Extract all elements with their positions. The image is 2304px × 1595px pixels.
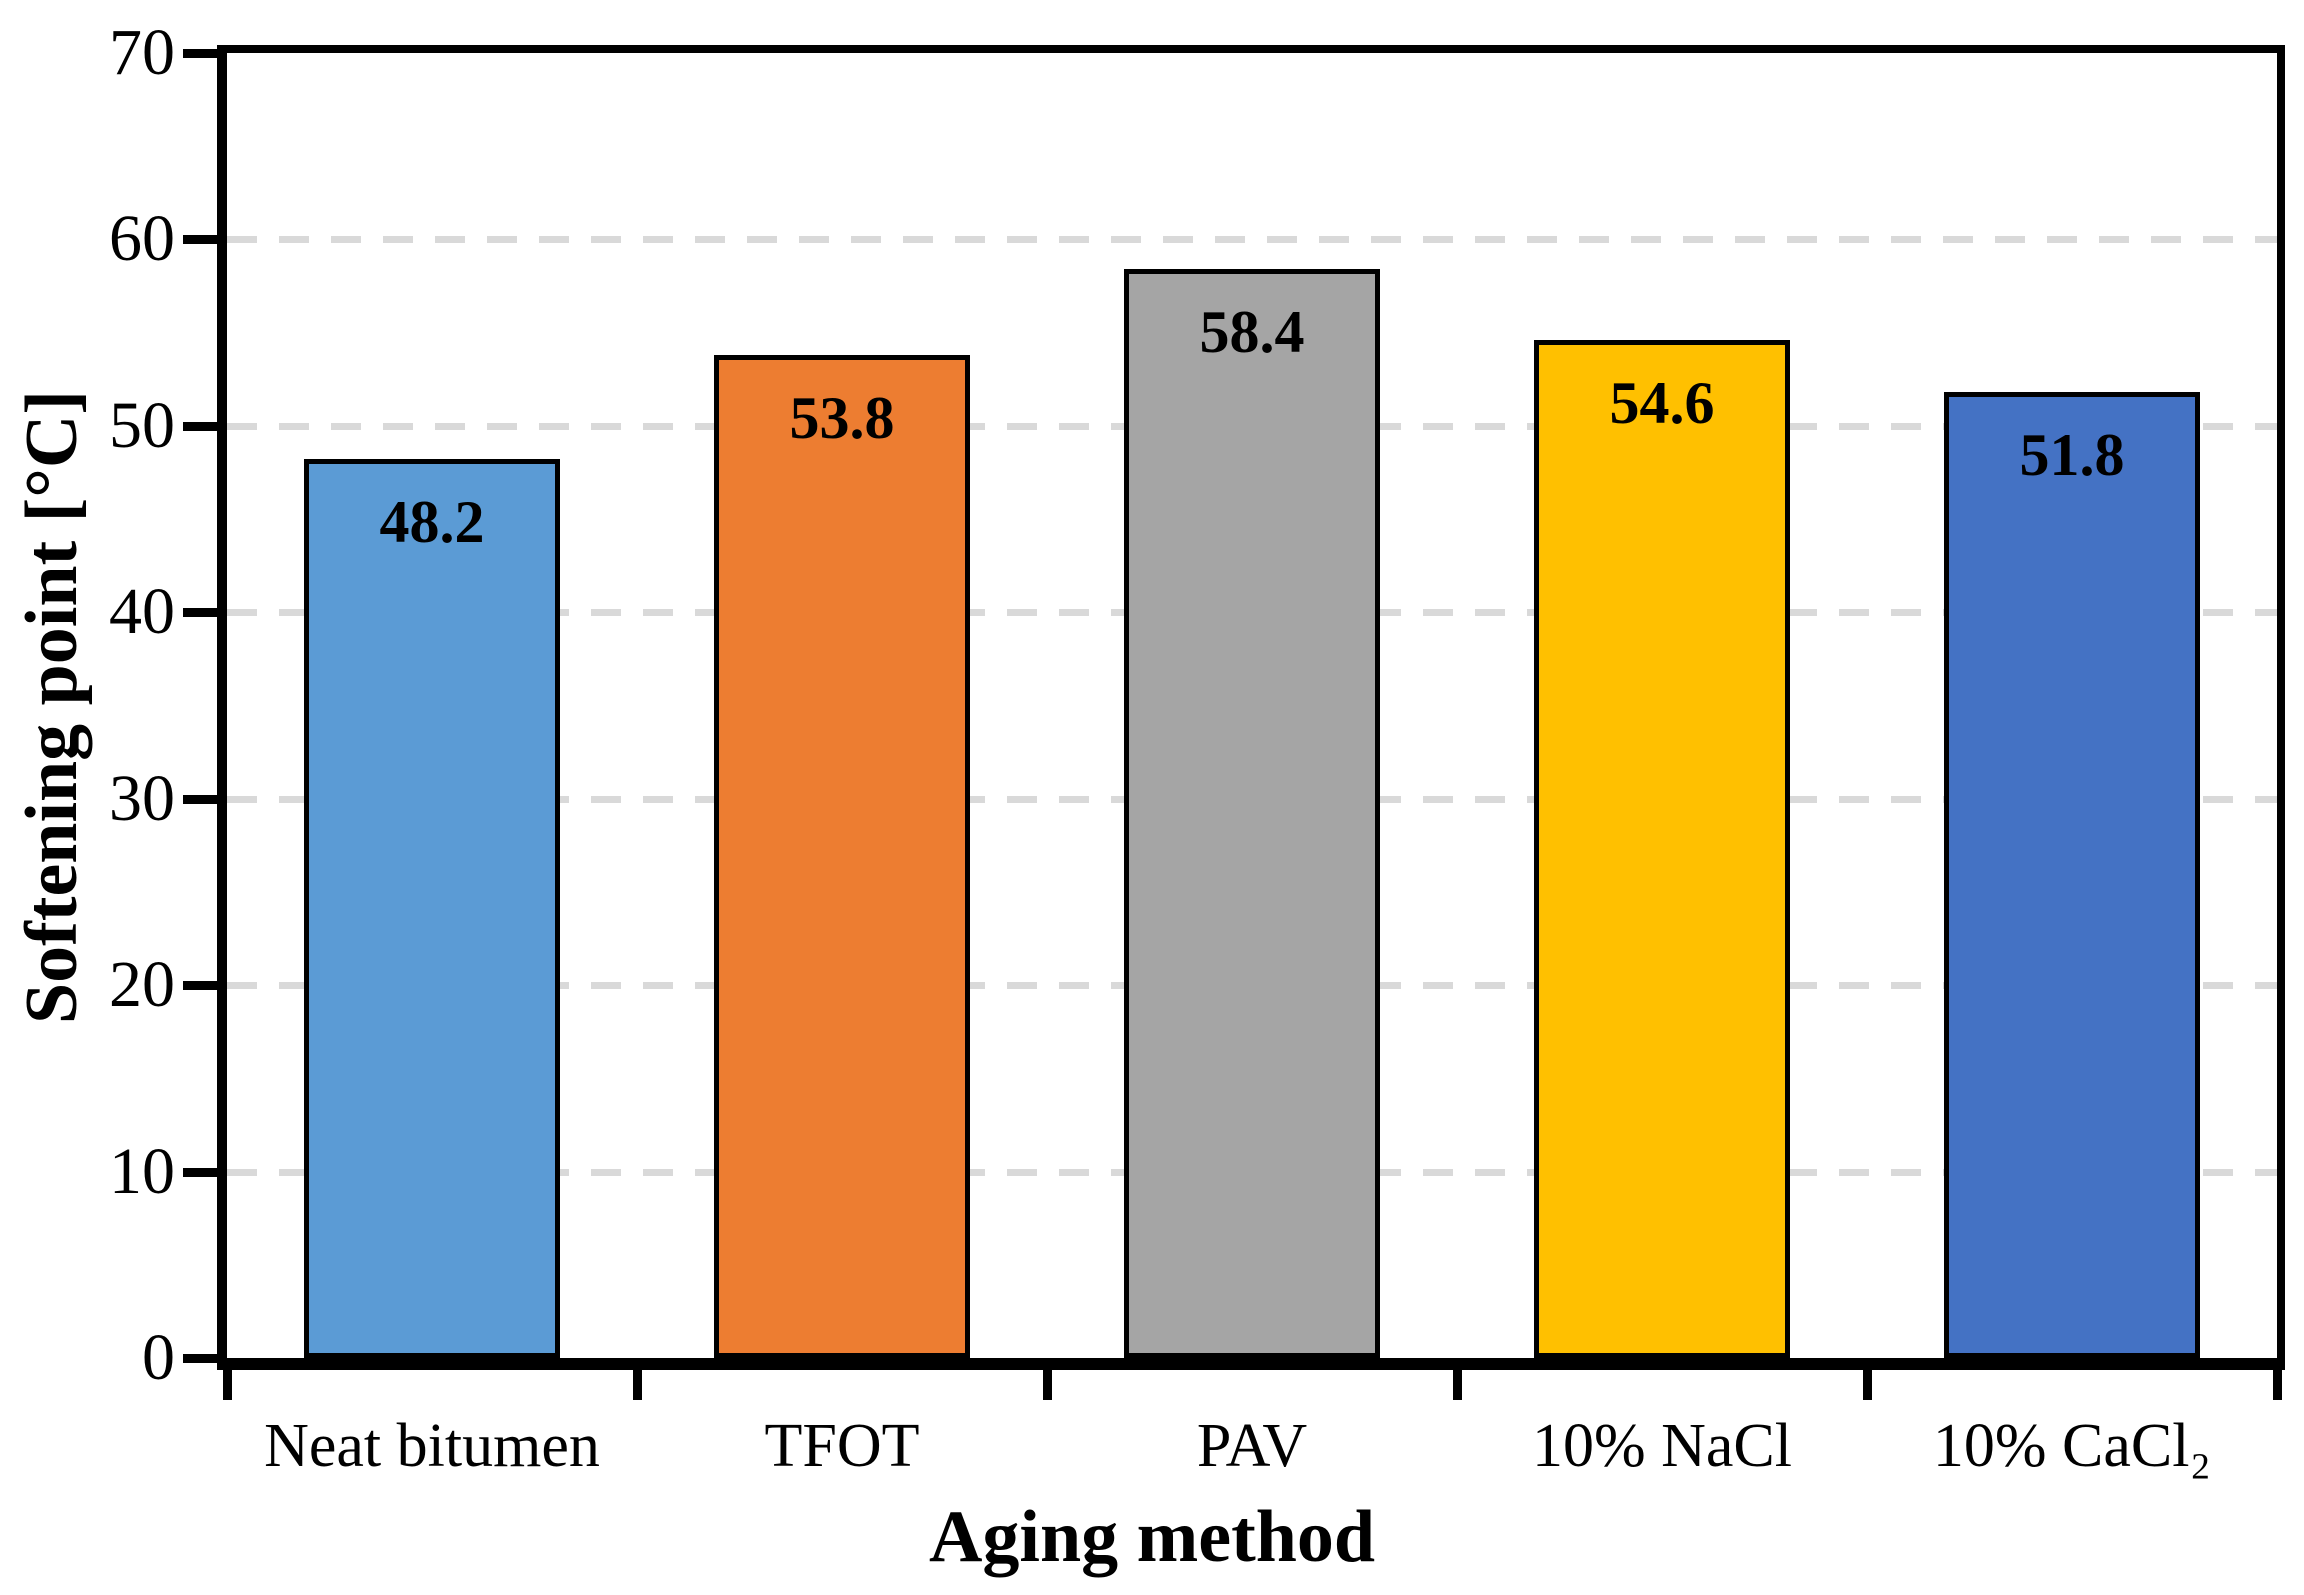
y-axis-tick-label: 40 (109, 575, 175, 649)
bar: 51.8 (1944, 392, 2200, 1358)
y-axis-tick (183, 794, 227, 804)
category-label: 10% NaCl (1531, 1412, 1793, 1480)
y-axis-tick (183, 981, 227, 991)
bar: 58.4 (1124, 269, 1380, 1358)
bar: 53.8 (714, 355, 970, 1358)
x-axis-tick (633, 1358, 642, 1400)
y-axis-tick (183, 1354, 227, 1363)
x-axis-tick (1863, 1358, 1872, 1400)
y-axis-tick (183, 235, 227, 245)
x-axis-tick (1453, 1358, 1462, 1400)
gridline-y-60 (227, 236, 2277, 244)
category-label: Neat bitumen (264, 1412, 600, 1480)
category-label: PAV (1196, 1412, 1308, 1480)
bar-value-label: 53.8 (789, 385, 895, 452)
y-axis-tick-label: 50 (109, 388, 175, 462)
bar-value-label: 48.2 (379, 489, 485, 556)
x-axis-tick (1043, 1358, 1052, 1400)
y-axis-tick (183, 49, 227, 58)
category-label: TFOT (764, 1412, 920, 1480)
y-axis-tick (183, 608, 227, 618)
y-axis-tick-label: 20 (109, 948, 175, 1022)
bar-value-label: 54.6 (1609, 370, 1715, 437)
y-axis-tick-label: 60 (109, 202, 175, 276)
y-axis-tick-label: 70 (109, 16, 175, 89)
plot-area: 48.2 53.8 58.4 54.6 51.8 (217, 45, 2285, 1370)
y-axis-tick-label: 10 (109, 1134, 175, 1208)
bar: 54.6 (1534, 340, 1790, 1358)
x-axis-tick (223, 1358, 232, 1400)
bar-value-label: 51.8 (2019, 422, 2125, 489)
x-axis-title: Aging method (928, 1496, 1376, 1578)
category-label: 10% CaCl₂ (1932, 1412, 2212, 1480)
y-axis-title: Softening point [°C] (11, 390, 93, 1024)
bar-value-label: 58.4 (1199, 299, 1305, 366)
y-axis-tick-label: 30 (109, 761, 175, 835)
y-axis-tick-label: 0 (142, 1321, 175, 1394)
y-axis-tick (183, 1167, 227, 1177)
x-axis-tick (2273, 1358, 2282, 1400)
y-axis-tick (183, 421, 227, 431)
bar: 48.2 (304, 459, 560, 1358)
